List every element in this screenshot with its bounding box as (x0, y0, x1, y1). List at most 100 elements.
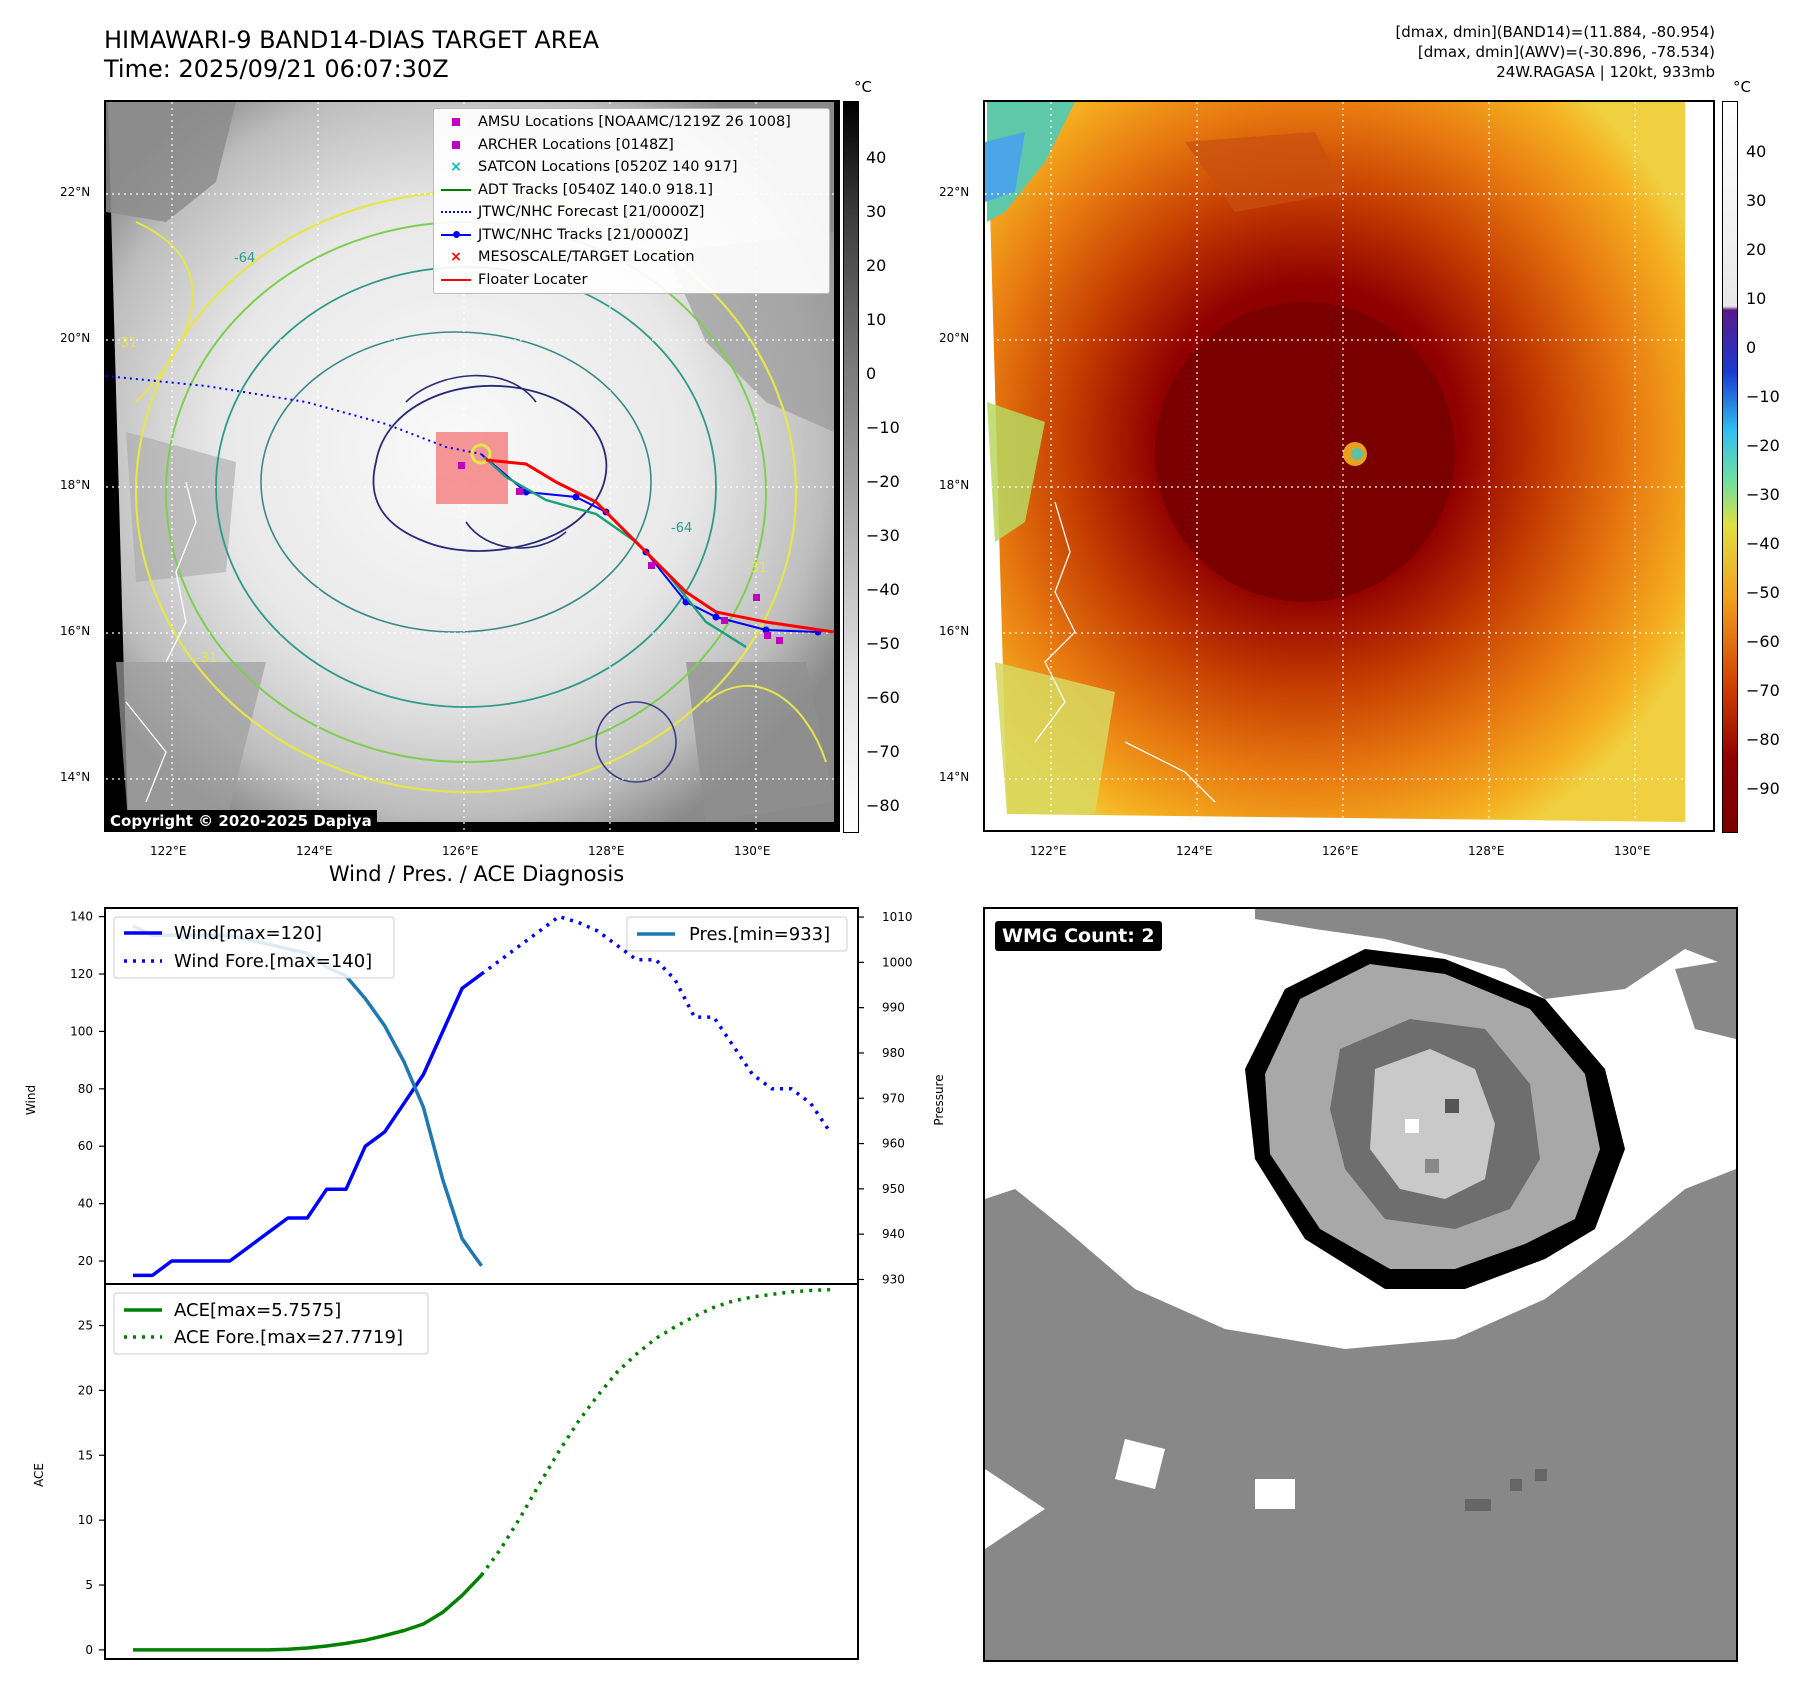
legend-item-jtwc-tracks: JTWC/NHC Tracks [21/0000Z] (434, 224, 829, 247)
legend-label: MESOSCALE/TARGET Location (478, 249, 695, 266)
cb-tick: −10 (1746, 387, 1780, 406)
wind-tick-label: 20 (78, 1254, 93, 1268)
wmg-panel (983, 907, 1738, 1662)
series-line-1 (480, 914, 832, 1133)
cb-tick: −30 (866, 526, 900, 545)
lon-label: 126°E (442, 844, 479, 858)
legend-wind: Wind[max=120] (174, 923, 322, 944)
cb-tick: −40 (866, 580, 900, 599)
cb-tick: 0 (1746, 338, 1757, 357)
lat-label: 18°N (939, 478, 970, 492)
floater-track (485, 458, 835, 634)
colorbar-right-unit: °C (1733, 78, 1751, 96)
title-line-2: Time: 2025/09/21 06:07:30Z (104, 55, 449, 83)
stats-line-3: 24W.RAGASA | 120kt, 933mb (1496, 63, 1715, 81)
line-icon (434, 179, 478, 201)
wmg-image (985, 909, 1736, 1660)
wind-tick-label: 120 (70, 967, 93, 981)
legend-item-floater: Floater Locater (434, 269, 829, 292)
legend-label: SATCON Locations [0520Z 140 917] (478, 159, 738, 176)
ace-axes (104, 1283, 859, 1660)
diagnosis-title: Wind / Pres. / ACE Diagnosis (328, 862, 625, 886)
lon-label: 124°E (1176, 844, 1213, 858)
legend-label: JTWC/NHC Forecast [21/0000Z] (478, 204, 705, 221)
lat-label: 16°N (939, 624, 970, 638)
band14-color-panel (983, 100, 1715, 832)
ace-series-line-1 (480, 1287, 831, 1577)
cb-tick: 10 (866, 310, 887, 329)
lat-label: 20°N (60, 331, 91, 345)
pressure-axis-label: Pressure (932, 1074, 946, 1125)
cb-tick: 40 (1746, 142, 1767, 161)
cb-tick: 0 (866, 364, 877, 383)
lat-label: 14°N (60, 770, 91, 784)
lon-label: 122°E (1030, 844, 1067, 858)
cb-tick: −20 (1746, 436, 1780, 455)
pressure-tick-label: 960 (882, 1137, 905, 1151)
lon-label: 128°E (588, 844, 625, 858)
cb-tick: −80 (1746, 730, 1780, 749)
wind-tick-label: 40 (78, 1197, 93, 1211)
cb-tick: −60 (1746, 632, 1780, 651)
wind-tick-label: 100 (70, 1024, 93, 1038)
colorbar-right (1722, 101, 1738, 833)
lat-label: 14°N (939, 770, 970, 784)
cb-tick: 20 (866, 256, 887, 275)
legend-label: ARCHER Locations [0148Z] (478, 136, 674, 153)
colorbar-left-ticks: 40 30 20 10 0 −10 −20 −30 −40 −50 −60 −7… (866, 148, 916, 815)
ace-tick-label: 5 (85, 1578, 93, 1592)
band14-color-image (985, 102, 1713, 830)
legend-label: JTWC/NHC Tracks [21/0000Z] (478, 226, 689, 243)
legend-label: ADT Tracks [0540Z 140.0 918.1] (478, 181, 714, 198)
legend-label: Floater Locater (478, 271, 588, 288)
cb-tick: −50 (866, 634, 900, 653)
colorbar-right-ticks: 40 30 20 10 0 −10 −20 −30 −40 −50 −60 −7… (1746, 142, 1796, 802)
cb-tick: 30 (1746, 191, 1767, 210)
wind-tick-label: 80 (78, 1082, 93, 1096)
legend-item-mesoscale: × MESOSCALE/TARGET Location (434, 246, 829, 269)
legend-item-archer: ARCHER Locations [0148Z] (434, 134, 829, 157)
lon-label: 130°E (734, 844, 771, 858)
lat-label: 16°N (60, 624, 91, 638)
title-line-1: HIMAWARI-9 BAND14-DIAS TARGET AREA (104, 26, 600, 54)
legend-label: AMSU Locations [NOAAMC/1219Z 26 1008] (478, 114, 791, 131)
pressure-tick-label: 970 (882, 1091, 905, 1105)
lat-label: 18°N (60, 478, 91, 492)
cb-tick: −20 (866, 472, 900, 491)
line-icon (434, 269, 478, 291)
pressure-tick-label: 1010 (882, 910, 913, 924)
ace-legend: ACE[max=5.7575] ACE Fore.[max=27.7719] (113, 1292, 429, 1355)
ace-series-line-0 (133, 1573, 483, 1652)
stats-text: [dmax, dmin](BAND14)=(11.884, -80.954) [… (1395, 22, 1715, 82)
cb-tick: 30 (866, 202, 887, 221)
lon-label: 126°E (1322, 844, 1359, 858)
lat-label: 20°N (939, 331, 970, 345)
dotted-line-icon (434, 201, 478, 223)
square-marker-icon (434, 111, 478, 133)
adt-track (483, 456, 747, 649)
map-legend: AMSU Locations [NOAAMC/1219Z 26 1008] AR… (433, 108, 830, 294)
series-line-0 (133, 972, 483, 1278)
cb-tick: 10 (1746, 289, 1767, 308)
copyright-label: Copyright © 2020-2025 Dapiya (105, 810, 377, 832)
pressure-tick-label: 940 (882, 1227, 905, 1241)
x-marker-icon: × (450, 249, 462, 266)
pressure-tick-label: 1000 (882, 955, 913, 969)
wind-tick-label: 140 (70, 910, 93, 924)
lon-label: 124°E (296, 844, 333, 858)
lon-label: 130°E (1614, 844, 1651, 858)
ace-axis-label: ACE (32, 1463, 46, 1487)
lat-label: 22°N (60, 185, 91, 199)
x-marker-icon: × (450, 159, 462, 176)
cb-tick: −10 (866, 418, 900, 437)
contour-label: -64 (234, 251, 255, 266)
line-dot-icon (434, 224, 478, 246)
cb-tick: −60 (866, 688, 900, 707)
contour-label: -64 (671, 521, 692, 536)
legend-item-jtwc-forecast: JTWC/NHC Forecast [21/0000Z] (434, 201, 829, 224)
legend-ace: ACE[max=5.7575] (174, 1300, 341, 1321)
cb-tick: −90 (1746, 779, 1780, 798)
cb-tick: −70 (1746, 681, 1780, 700)
colorbar-left-unit: °C (854, 78, 872, 96)
